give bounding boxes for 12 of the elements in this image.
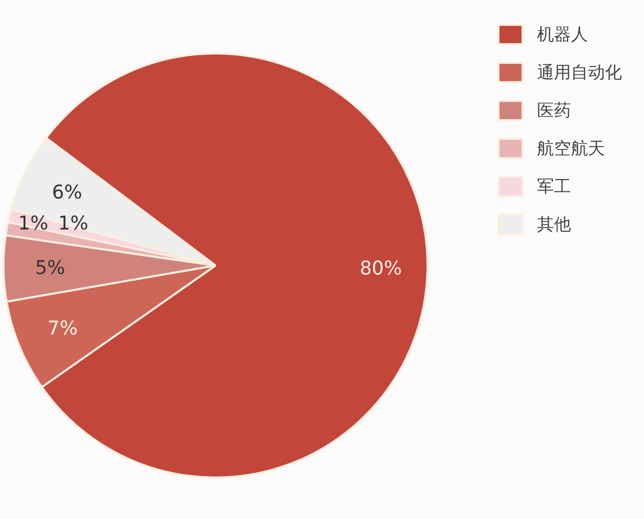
data-label: 1% (58, 212, 88, 234)
legend-label: 机器人 (537, 24, 588, 46)
legend-label: 航空航天 (537, 138, 605, 160)
legend-label: 其他 (537, 214, 571, 236)
data-label: 1% (18, 212, 48, 234)
legend-label: 医药 (537, 100, 571, 122)
data-label: 6% (52, 181, 82, 204)
data-label: 5% (35, 256, 66, 279)
legend-label: 通用自动化 (537, 62, 622, 84)
data-label: 80% (360, 257, 402, 280)
legend-label: 军工 (537, 176, 571, 198)
data-label: 7% (48, 318, 78, 340)
